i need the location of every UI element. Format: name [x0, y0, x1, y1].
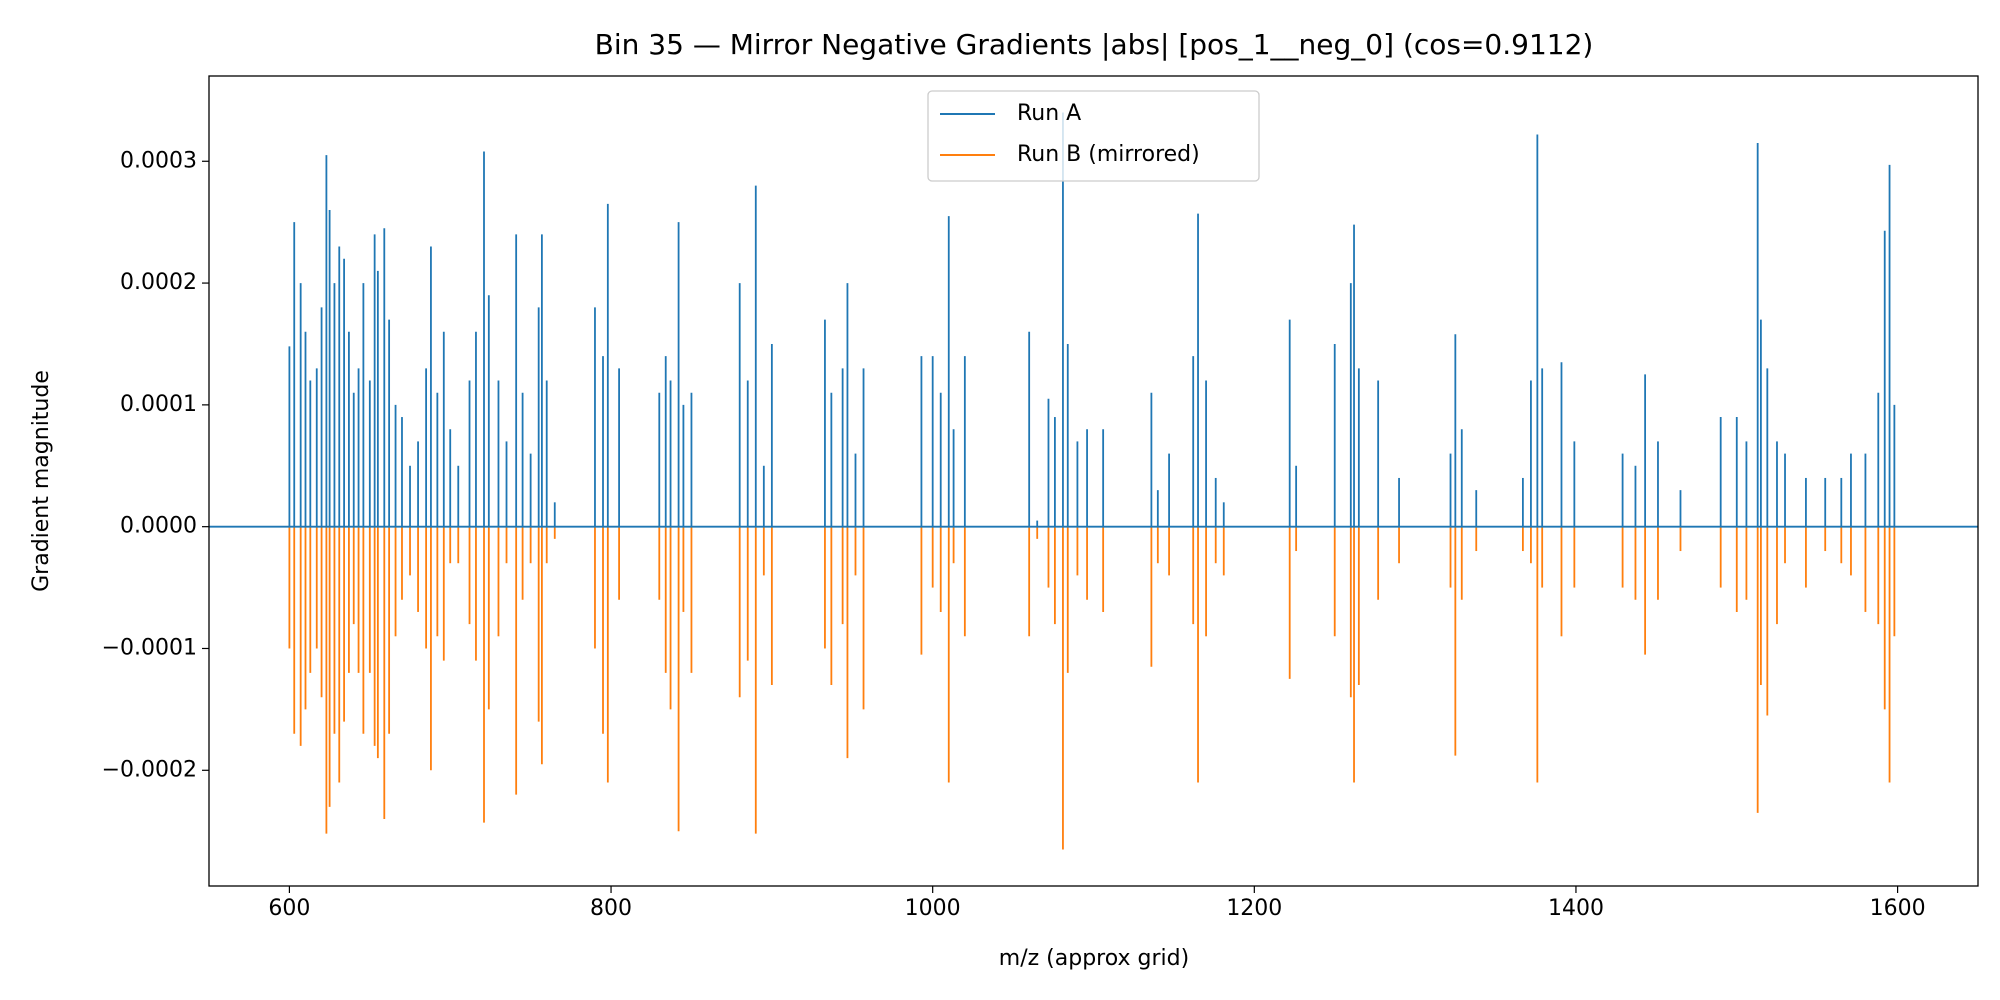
y-tick-label: 0.0003	[120, 148, 197, 173]
x-tick-label: 800	[590, 896, 632, 921]
legend: Run A Run B (mirrored)	[927, 90, 1260, 182]
x-tick-label: 1400	[1548, 896, 1604, 921]
y-axis-label: Gradient magnitude	[29, 370, 54, 592]
legend-box	[927, 90, 1260, 182]
y-tick-label: 0.0001	[120, 392, 197, 417]
plot-frame	[208, 75, 1979, 887]
legend-label: Run B (mirrored)	[1017, 142, 1200, 167]
x-tick-label: 600	[268, 896, 310, 921]
legend-label: Run A	[1017, 101, 1081, 126]
y-tick-label: 0.0002	[120, 270, 197, 295]
x-tick-label: 1000	[905, 896, 961, 921]
x-tick-label: 1200	[1226, 896, 1282, 921]
chart-title: Bin 35 — Mirror Negative Gradients |abs|…	[595, 28, 1594, 61]
y-tick-label: −0.0002	[102, 757, 197, 782]
y-tick-label: 0.0000	[120, 514, 197, 539]
x-tick-label: 1600	[1870, 896, 1926, 921]
plot-area	[209, 112, 1978, 850]
x-axis-label: m/z (approx grid)	[999, 946, 1189, 971]
y-tick-label: −0.0001	[102, 635, 197, 660]
